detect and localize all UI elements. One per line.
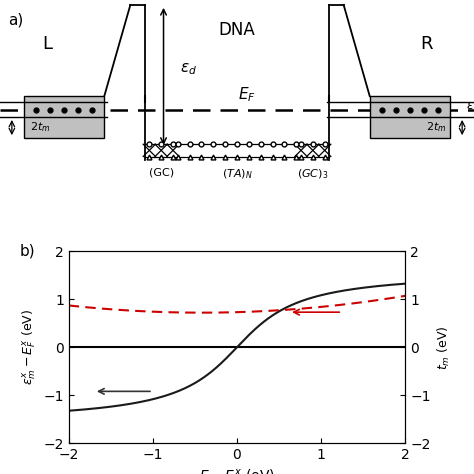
Text: b): b) [20,244,36,258]
Text: a): a) [9,12,24,27]
Text: (GC): (GC) [148,168,174,178]
Text: R: R [420,36,433,54]
Text: DNA: DNA [219,20,255,38]
Y-axis label: $\varepsilon_m^x-E_F^x$ (eV): $\varepsilon_m^x-E_F^x$ (eV) [20,309,38,385]
Bar [24,96,104,138]
Text: $(GC)_3$: $(GC)_3$ [297,168,328,181]
Text: $2t_m$: $2t_m$ [30,121,51,135]
X-axis label: $E-E_F^x$ (eV): $E-E_F^x$ (eV) [199,468,275,474]
Text: $\varepsilon_d$: $\varepsilon_d$ [180,61,197,77]
Text: L: L [42,36,53,54]
Text: $(TA)_N$: $(TA)_N$ [222,168,252,181]
Text: $2t_m$: $2t_m$ [426,121,447,135]
Text: $\varepsilon$: $\varepsilon$ [465,100,474,112]
Y-axis label: $t_m$ (eV): $t_m$ (eV) [436,325,452,370]
Text: $E_F$: $E_F$ [237,85,255,103]
Bar [370,96,450,138]
